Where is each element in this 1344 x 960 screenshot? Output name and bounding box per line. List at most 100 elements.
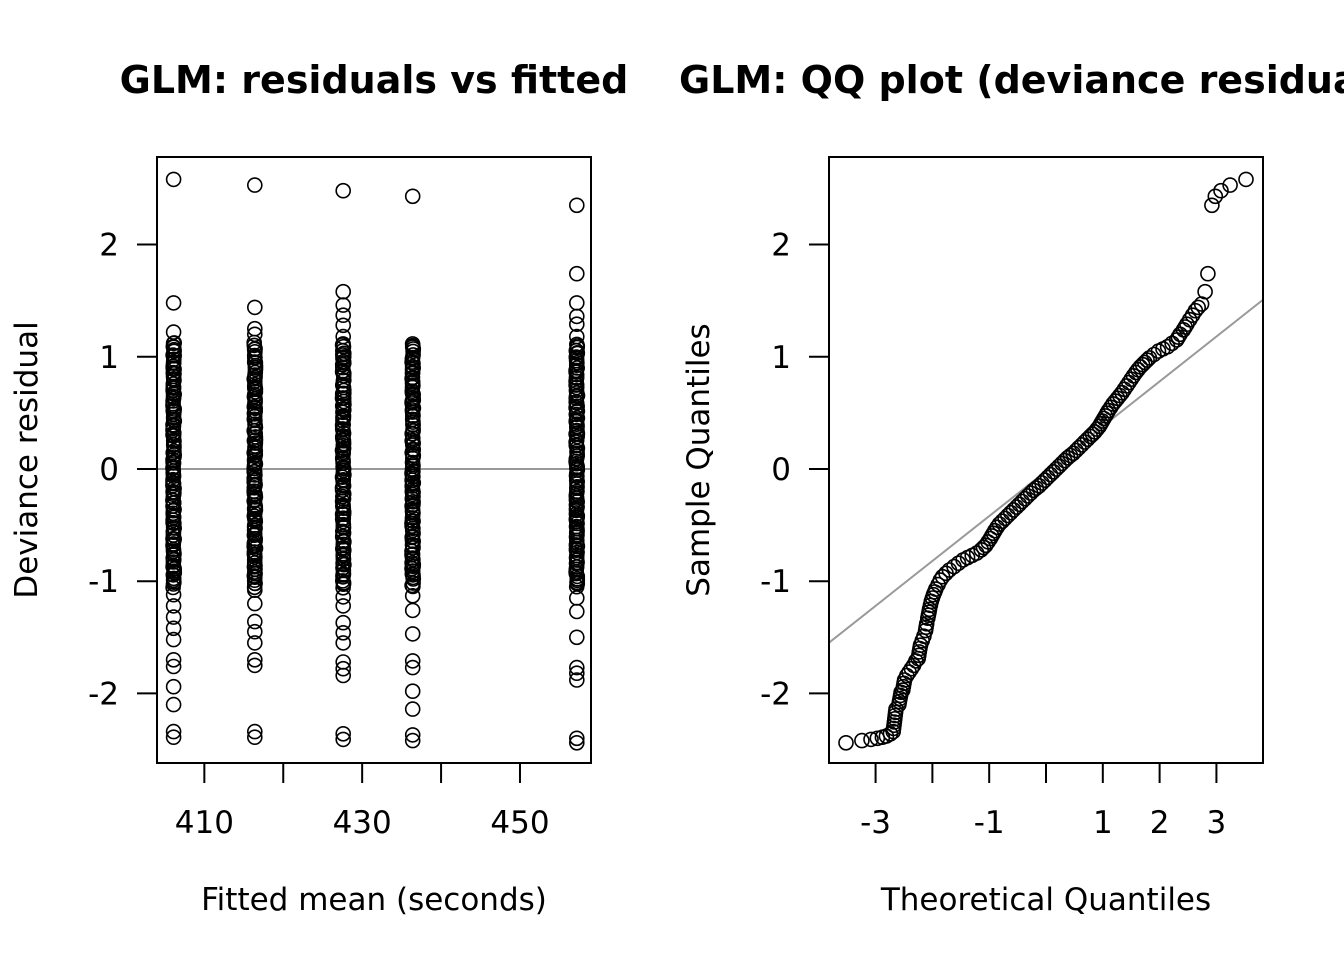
- x-tick-label: 450: [490, 805, 549, 841]
- data-point: [404, 587, 421, 604]
- data-point: [1184, 307, 1201, 324]
- data-point: [335, 459, 351, 475]
- data-point: [568, 665, 585, 682]
- data-point: [335, 297, 352, 313]
- data-point: [568, 197, 585, 214]
- data-point: [1031, 477, 1047, 494]
- data-point: [1054, 455, 1070, 472]
- chart-title: GLM: residuals vs fitted: [120, 58, 629, 102]
- data-point: [335, 336, 351, 352]
- data-point: [1045, 463, 1062, 480]
- x-tick-label: 1: [1093, 805, 1113, 841]
- data-point: [165, 171, 182, 188]
- data-point: [1190, 299, 1206, 316]
- data-point: [247, 326, 263, 343]
- data-point: [1087, 424, 1103, 440]
- data-point: [568, 265, 585, 282]
- data-point: [1011, 496, 1028, 513]
- data-point: [335, 725, 352, 742]
- data-point: [1181, 311, 1198, 328]
- y-tick-label: 2: [771, 228, 791, 264]
- data-point: [335, 182, 352, 199]
- axes: -3 -1 1 2 3 -2 -1 0 1 2: [760, 228, 1226, 841]
- data-point: [1071, 439, 1087, 456]
- data-point: [854, 732, 870, 749]
- plot-frame: [828, 156, 1264, 764]
- data-point: [1207, 188, 1224, 205]
- y-tick-label: -2: [760, 676, 791, 712]
- data-point: [247, 354, 263, 371]
- data-point: [404, 336, 421, 352]
- x-tick-label: 2: [1150, 805, 1170, 841]
- data-point: [247, 729, 263, 746]
- data-point: [863, 731, 879, 748]
- data-point: [568, 295, 585, 311]
- data-point: [1179, 316, 1195, 333]
- data-point: [247, 635, 263, 651]
- data-point: [997, 510, 1013, 527]
- data-point: [568, 629, 585, 646]
- y-tick-label: -2: [88, 676, 119, 712]
- data-point: [166, 443, 182, 459]
- y-axis-label: Deviance residual: [9, 321, 45, 598]
- data-point: [950, 555, 967, 572]
- data-point: [165, 620, 182, 637]
- data-point: [335, 317, 352, 334]
- data-point: [1000, 507, 1016, 524]
- data-point: [1068, 442, 1084, 459]
- data-point: [165, 335, 182, 352]
- data-point: [247, 651, 263, 668]
- data-point: [991, 516, 1008, 532]
- data-point: [1042, 466, 1059, 483]
- data-point: [246, 444, 262, 461]
- data-point: [335, 283, 352, 300]
- data-point: [404, 701, 421, 717]
- x-tick-label: 410: [175, 805, 234, 841]
- data-point: [165, 324, 182, 340]
- data-point: [568, 730, 585, 747]
- data-point: [247, 723, 263, 740]
- y-tick-label: 2: [99, 228, 119, 264]
- data-point: [1051, 458, 1067, 475]
- x-axis-label: Fitted mean (seconds): [201, 882, 547, 918]
- data-point: [334, 347, 351, 363]
- data-point: [1005, 502, 1022, 518]
- data-point: [165, 295, 182, 311]
- data-point: [568, 659, 585, 676]
- data-point: [165, 678, 182, 695]
- data-point: [247, 416, 263, 433]
- x-tick-label: -3: [860, 805, 891, 841]
- y-tick-label: -1: [760, 564, 791, 600]
- data-point: [1146, 346, 1162, 363]
- data-point: [404, 727, 421, 743]
- data-point: [404, 188, 421, 205]
- y-tick-label: 0: [771, 452, 791, 488]
- data-point: [247, 623, 263, 640]
- data-point: [568, 672, 585, 688]
- data-point: [404, 653, 421, 669]
- data-point: [165, 380, 182, 397]
- data-point: [335, 589, 352, 605]
- data-point: [165, 609, 182, 625]
- data-point: [888, 701, 904, 717]
- data-point: [1034, 475, 1050, 491]
- data-point: [335, 635, 352, 651]
- data-point: [1002, 504, 1019, 521]
- x-tick-label: 3: [1207, 805, 1227, 841]
- data-point: [335, 328, 352, 345]
- x-tick-label: 430: [333, 805, 392, 841]
- y-tick-label: 0: [99, 452, 119, 488]
- data-point: [165, 696, 182, 713]
- data-point: [1048, 461, 1064, 477]
- data-point: [1062, 447, 1079, 464]
- data-point: [405, 347, 421, 363]
- data-point: [1017, 490, 1033, 507]
- data-point: [165, 598, 182, 614]
- data-point: [1039, 469, 1056, 486]
- data-point: [568, 734, 585, 751]
- data-point: [247, 177, 263, 193]
- data-point: [335, 731, 352, 748]
- data-point: [568, 328, 585, 345]
- qq-plot-panel: GLM: QQ plot (deviance residuals) Theore…: [679, 58, 1344, 918]
